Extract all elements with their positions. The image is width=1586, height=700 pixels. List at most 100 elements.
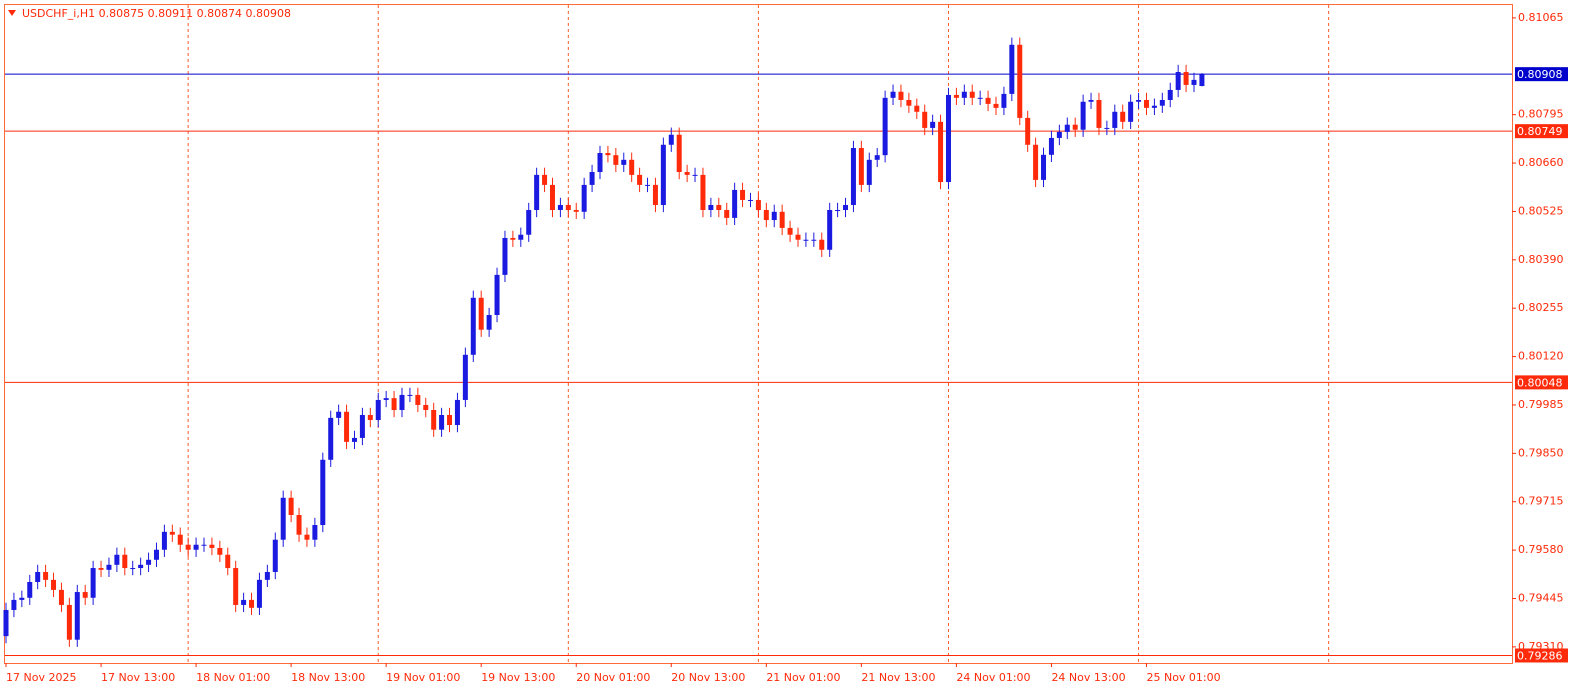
candle-body [1136, 99, 1142, 102]
y-tick-label: 0.80390 [1518, 253, 1564, 266]
candle-body [217, 547, 223, 555]
candle-body [296, 514, 302, 535]
candle-body [90, 568, 96, 598]
x-tick-label: 20 Nov 13:00 [671, 671, 745, 684]
x-tick-label: 24 Nov 01:00 [956, 671, 1030, 684]
candle-body [1167, 89, 1173, 100]
candle-body [787, 227, 793, 235]
candle-body [1151, 105, 1157, 108]
level-label: 0.80749 [1517, 125, 1563, 138]
candle-body [906, 99, 912, 106]
candle-body [557, 204, 563, 210]
candle-body [692, 174, 698, 176]
x-tick-label: 19 Nov 13:00 [481, 671, 555, 684]
candle-body [724, 209, 730, 218]
candle-body [122, 554, 128, 569]
candle-body [177, 534, 183, 545]
candle-body [850, 147, 856, 205]
candle-body [1143, 99, 1149, 108]
x-tick-label: 18 Nov 13:00 [291, 671, 365, 684]
y-tick-label: 0.79985 [1518, 398, 1564, 411]
candle-body [288, 497, 294, 515]
candle-body [478, 297, 484, 330]
candle-body [732, 189, 738, 218]
candle-body [11, 599, 17, 610]
candle-body [1025, 117, 1031, 145]
candle-body [256, 579, 262, 608]
candle-body [684, 172, 690, 175]
candle-body [1048, 137, 1054, 155]
candle-body [320, 459, 326, 526]
candle-body [185, 544, 191, 550]
candle-body [328, 417, 334, 460]
x-tick-label: 21 Nov 13:00 [861, 671, 935, 684]
candle-body [542, 174, 548, 185]
x-tick-label: 19 Nov 01:00 [386, 671, 460, 684]
level-label-box [1515, 124, 1568, 139]
candle-body [510, 237, 516, 240]
candle-body [835, 209, 841, 211]
candle-body [146, 559, 152, 565]
candle-body [201, 544, 207, 546]
candle-body [1120, 111, 1126, 122]
candle-body [114, 554, 120, 565]
candle-body [605, 153, 611, 156]
y-tick-label: 0.79445 [1518, 591, 1564, 604]
candle-body [795, 234, 801, 240]
candle-body [241, 599, 247, 605]
candle-body [637, 174, 643, 185]
level-label-box [1515, 67, 1568, 82]
candle-body [668, 134, 674, 145]
candle-body [763, 209, 769, 221]
candle-body [233, 568, 239, 605]
y-tick-label: 0.80120 [1518, 350, 1564, 363]
candle-body [1191, 79, 1197, 85]
candle-body [518, 234, 524, 240]
candle-body [858, 147, 864, 185]
candle-body [652, 184, 658, 205]
level-label: 0.80048 [1517, 376, 1563, 389]
candle-body [153, 549, 159, 560]
candle-body [193, 544, 199, 550]
candle-body [922, 111, 928, 128]
candle-body [58, 589, 64, 605]
candle-body [351, 437, 357, 442]
candle-body [898, 91, 904, 100]
candle-body [375, 399, 381, 421]
candle-body [953, 94, 959, 98]
candle-body [1033, 144, 1039, 180]
candle-body [3, 609, 9, 637]
candle-body [43, 571, 49, 580]
candle-body [930, 121, 936, 128]
candle-body [462, 354, 468, 400]
candle-body [874, 155, 880, 160]
candle-body [161, 531, 167, 550]
candle-body [526, 209, 532, 235]
y-tick-label: 0.79850 [1518, 446, 1564, 459]
candle-body [866, 159, 872, 185]
candle-body [589, 172, 595, 185]
candle-body [431, 409, 437, 430]
candle-body [344, 411, 350, 442]
candle-body [98, 568, 104, 570]
candle-body [1183, 72, 1189, 85]
candle-body [961, 91, 967, 98]
candle-body [494, 274, 500, 316]
candle-body [470, 297, 476, 355]
candle-body [1104, 127, 1110, 129]
candle-body [367, 414, 373, 421]
level-label: 0.80908 [1517, 68, 1563, 81]
candle-body [708, 204, 714, 210]
candle-body [454, 399, 460, 426]
y-tick-label: 0.79715 [1518, 495, 1564, 508]
candle-body [827, 209, 833, 250]
candle-body [1072, 124, 1078, 130]
candle-body [597, 153, 603, 173]
candle-body [819, 239, 825, 250]
candle-body [169, 531, 175, 535]
candle-body [359, 414, 365, 438]
candle-body [565, 204, 571, 210]
candle-body [755, 199, 761, 210]
x-tick-label: 20 Nov 01:00 [576, 671, 650, 684]
